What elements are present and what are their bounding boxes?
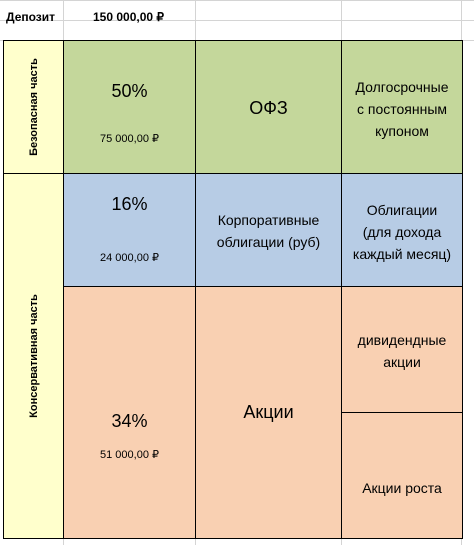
bonds-instrument-line-1: Корпоративные bbox=[217, 212, 320, 228]
safe-description-line-3: купоном bbox=[375, 123, 429, 139]
bonds-percent: 16% bbox=[111, 194, 148, 214]
bonds-description-line-1: Облигации bbox=[366, 202, 438, 218]
stocks-amount: 51 000,00 ₽ bbox=[100, 449, 159, 461]
safe-instrument-cell[interactable]: ОФЗ bbox=[195, 40, 342, 174]
bonds-percent-cell[interactable]: 16% 24 000,00 ₽ bbox=[63, 173, 196, 287]
safe-percent: 50% bbox=[111, 81, 148, 101]
stocks-description-top-cell[interactable]: дивидендные акции bbox=[341, 286, 463, 413]
bonds-amount: 24 000,00 ₽ bbox=[100, 252, 159, 264]
safe-description-line-1: Долгосрочные bbox=[355, 79, 449, 95]
safe-amount: 75 000,00 ₽ bbox=[100, 133, 159, 145]
bonds-description-cell[interactable]: Облигации (для дохода каждый месяц) bbox=[341, 173, 463, 287]
stocks-description-top-line-2: акции bbox=[383, 354, 421, 370]
safe-part-label-cell[interactable]: Безопасная часть bbox=[3, 40, 64, 174]
stocks-percent: 34% bbox=[111, 411, 148, 431]
safe-instrument: ОФЗ bbox=[249, 98, 288, 118]
deposit-label: Депозит bbox=[6, 10, 56, 24]
stocks-description-bottom: Акции роста bbox=[362, 480, 442, 496]
safe-description-cell[interactable]: Долгосрочные с постоянным купоном bbox=[341, 40, 463, 174]
bonds-description-line-2: (для дохода bbox=[362, 224, 442, 240]
safe-description-line-2: с постоянным bbox=[356, 101, 448, 117]
bonds-description-line-3: каждый месяц) bbox=[352, 246, 452, 262]
bonds-instrument-line-2: облигации (руб) bbox=[216, 234, 321, 250]
deposit-value: 150 000,00 ₽ bbox=[93, 10, 165, 24]
conservative-part-label-cell[interactable]: Консервативная часть bbox=[3, 173, 64, 539]
safe-percent-cell[interactable]: 50% 75 000,00 ₽ bbox=[63, 40, 196, 174]
stocks-instrument-cell[interactable]: Акции bbox=[195, 286, 342, 539]
stocks-percent-cell[interactable]: 34% 51 000,00 ₽ bbox=[63, 286, 196, 539]
stocks-instrument: Акции bbox=[243, 402, 294, 422]
safe-part-label: Безопасная часть bbox=[27, 58, 40, 156]
bonds-instrument-cell[interactable]: Корпоративные облигации (руб) bbox=[195, 173, 342, 287]
conservative-part-label: Консервативная часть bbox=[27, 294, 40, 418]
stocks-description-bottom-cell[interactable]: Акции роста bbox=[341, 412, 463, 539]
stocks-description-top-line-1: дивидендные bbox=[357, 332, 447, 348]
